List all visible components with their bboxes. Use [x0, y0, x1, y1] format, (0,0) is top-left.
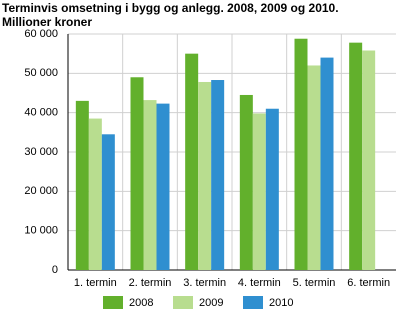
bar [198, 81, 212, 270]
x-tick-label: 4. termin [238, 277, 281, 289]
x-tick-label: 3. termin [183, 277, 226, 289]
bar [362, 50, 376, 270]
bar [75, 100, 89, 270]
y-tick-label: 30 000 [24, 146, 58, 158]
bar [239, 94, 253, 270]
y-tick-label: 20 000 [24, 185, 58, 197]
bar [130, 77, 144, 271]
x-tick-label: 6. termin [347, 277, 390, 289]
y-tick-label: 40 000 [24, 107, 58, 119]
legend-label: 2008 [129, 297, 153, 309]
bar [265, 108, 279, 270]
bar [185, 53, 199, 270]
chart-subtitle: Millioner kroner [2, 15, 92, 29]
bar [143, 100, 157, 270]
bar [101, 134, 115, 270]
x-tick-label: 2. termin [129, 277, 172, 289]
x-tick-label: 1. termin [74, 277, 117, 289]
bar [349, 42, 363, 270]
bar [252, 113, 266, 270]
chart-title: Terminvis omsetning i bygg og anlegg. 20… [2, 1, 339, 15]
y-tick-label: 60 000 [24, 28, 58, 40]
bar [211, 80, 225, 271]
y-tick-label: 0 [52, 264, 58, 276]
bar [88, 118, 102, 270]
legend-swatch [173, 296, 193, 309]
legend-label: 2010 [269, 297, 293, 309]
bar [307, 65, 321, 270]
bar [294, 38, 308, 270]
y-tick-label: 10 000 [24, 225, 58, 237]
y-tick-label: 50 000 [24, 67, 58, 79]
legend-swatch [103, 296, 123, 309]
bar [320, 57, 334, 270]
legend-swatch [243, 296, 263, 309]
bar [156, 103, 170, 271]
x-tick-label: 5. termin [293, 277, 336, 289]
legend-label: 2009 [199, 297, 223, 309]
